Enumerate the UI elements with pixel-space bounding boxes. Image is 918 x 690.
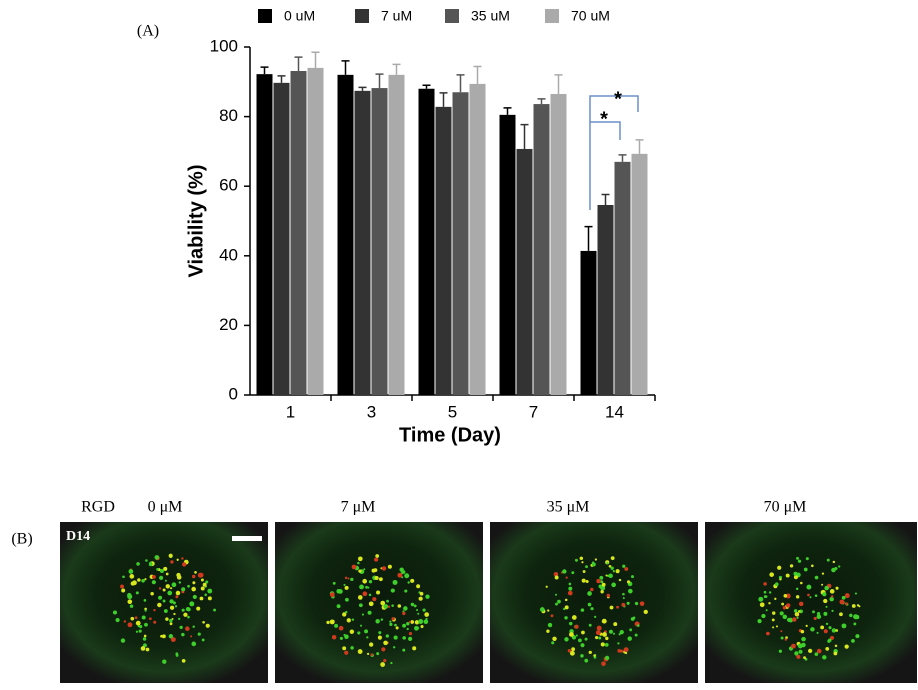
bar [580, 250, 597, 395]
y-tick-label: 60 [219, 176, 238, 195]
column-label: 7 μM [341, 499, 376, 516]
bar [388, 74, 405, 395]
error-bar [392, 63, 401, 75]
x-axis-title: Time (Day) [399, 424, 501, 446]
bar [273, 82, 290, 396]
error-bar [520, 123, 529, 149]
bar [290, 71, 307, 396]
bar [435, 106, 452, 395]
annotation: * [614, 88, 622, 110]
micrographs [60, 522, 917, 683]
bar [418, 88, 435, 395]
x-tick-label: 14 [605, 402, 624, 421]
bar [354, 90, 371, 396]
bar [371, 88, 388, 396]
error-bar [375, 73, 384, 89]
legend-label: 35 uM [471, 8, 510, 24]
cell-dots [112, 553, 861, 667]
bar [516, 148, 533, 395]
error-bar [439, 92, 448, 107]
y-tick-label: 0 [229, 384, 238, 403]
significance-brackets [589, 95, 639, 210]
error-bar [584, 225, 593, 251]
error-bar [503, 107, 512, 115]
error-bar [554, 74, 563, 94]
error-bar [422, 84, 431, 89]
y-axis-title: Viability (%) [185, 165, 207, 278]
error-bar [618, 154, 627, 162]
bar [256, 74, 273, 396]
error-bar [260, 66, 269, 75]
x-tick-label: 7 [529, 402, 538, 421]
panel-label: (B) [11, 531, 32, 548]
error-bar [277, 75, 286, 83]
bar [631, 153, 648, 395]
error-bar [456, 74, 465, 93]
error-bar [311, 51, 320, 68]
legend-label: 70 uM [571, 8, 610, 24]
row-label: RGD [81, 499, 115, 516]
error-bar [294, 56, 303, 72]
bar [550, 93, 567, 395]
legend-swatch [445, 9, 459, 23]
legend-label: 7 uM [381, 8, 412, 24]
bar [597, 204, 614, 395]
y-tick-label: 80 [219, 106, 238, 125]
bar [469, 83, 486, 395]
bar [499, 114, 516, 396]
bar [307, 67, 324, 395]
x-tick-label: 3 [367, 402, 376, 421]
y-tick-label: 100 [210, 36, 238, 55]
y-tick-label: 40 [219, 245, 238, 264]
error-bar [635, 139, 644, 154]
legend-swatch [258, 9, 272, 23]
legend-swatch [355, 9, 369, 23]
error-bar [537, 98, 546, 105]
annotation: * [600, 108, 608, 130]
column-label: 70 μM [764, 499, 807, 516]
day-label: D14 [66, 529, 90, 544]
x-tick-label: 1 [286, 402, 295, 421]
x-tick-label: 5 [448, 402, 457, 421]
bar [533, 104, 550, 396]
error-bar [341, 60, 350, 75]
error-bar [473, 65, 482, 84]
panel-label: (A) [137, 23, 159, 40]
bar [614, 161, 631, 395]
column-label: 35 μM [547, 499, 590, 516]
legend-swatch [545, 9, 559, 23]
y-tick-label: 20 [219, 315, 238, 334]
bar [452, 92, 469, 396]
column-label: 0 μM [148, 499, 183, 516]
bar [337, 74, 354, 395]
legend-label: 0 uM [284, 8, 315, 24]
error-bar [358, 86, 367, 91]
error-bar [601, 193, 610, 205]
